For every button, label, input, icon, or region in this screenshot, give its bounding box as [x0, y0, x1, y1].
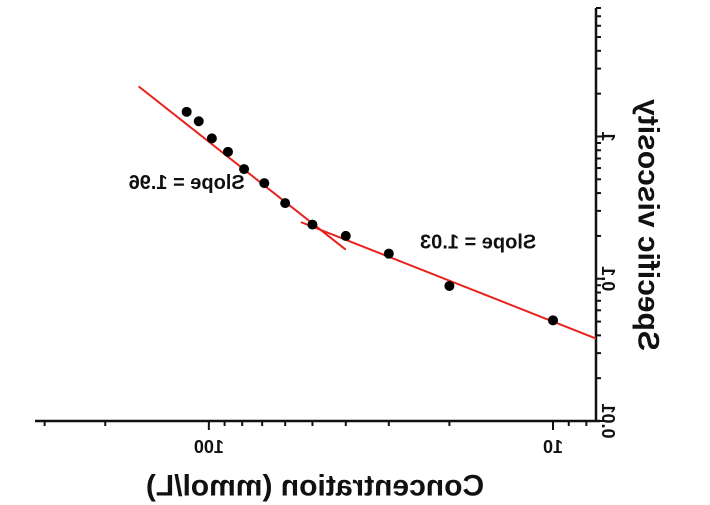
y-axis-title: Specific viscosity [632, 99, 665, 351]
fit-lines [137, 85, 597, 340]
annotations: Slope = 1.96 Slope = 1.03 [129, 172, 537, 253]
y-tick-label-group: 0.1 [598, 266, 618, 291]
slope-annotation-group: Slope = 1.96 [129, 172, 245, 194]
y-tick-label: 1 [598, 131, 618, 141]
data-point [340, 230, 351, 241]
y-axis-title-group: Specific viscosity [632, 99, 665, 351]
data-point [383, 248, 394, 259]
slope-annotation: Slope = 1.03 [420, 231, 536, 253]
slope-annotation-group: Slope = 1.03 [420, 231, 536, 253]
x-tick-label-group: 10 [543, 437, 563, 457]
data-point [307, 219, 318, 230]
tick-labels: 10 100 0.01 0.1 1 [194, 131, 618, 457]
data-point [181, 106, 192, 117]
data-point [193, 116, 204, 127]
data-points [181, 106, 559, 326]
x-tick-label: 100 [194, 437, 224, 457]
data-point [280, 198, 291, 209]
slope-annotation: Slope = 1.96 [129, 172, 245, 194]
y-tick-label: 0.1 [598, 266, 618, 291]
data-point [259, 178, 270, 189]
y-tick-label-group: 1 [598, 131, 618, 141]
data-point [239, 164, 250, 175]
data-point [548, 315, 559, 326]
x-tick-label: 10 [543, 437, 563, 457]
x-axis-title: Concentration (mmol/L) [146, 470, 484, 503]
data-point [444, 280, 455, 291]
x-tick-label-group: 100 [194, 437, 224, 457]
fit-line [300, 221, 597, 340]
x-axis-title-group: Concentration (mmol/L) [146, 470, 484, 503]
data-point [206, 133, 217, 144]
y-tick-label: 0.01 [598, 403, 618, 438]
axis-ticks [43, 7, 605, 430]
y-tick-label-group: 0.01 [598, 403, 618, 438]
data-point [222, 146, 233, 157]
